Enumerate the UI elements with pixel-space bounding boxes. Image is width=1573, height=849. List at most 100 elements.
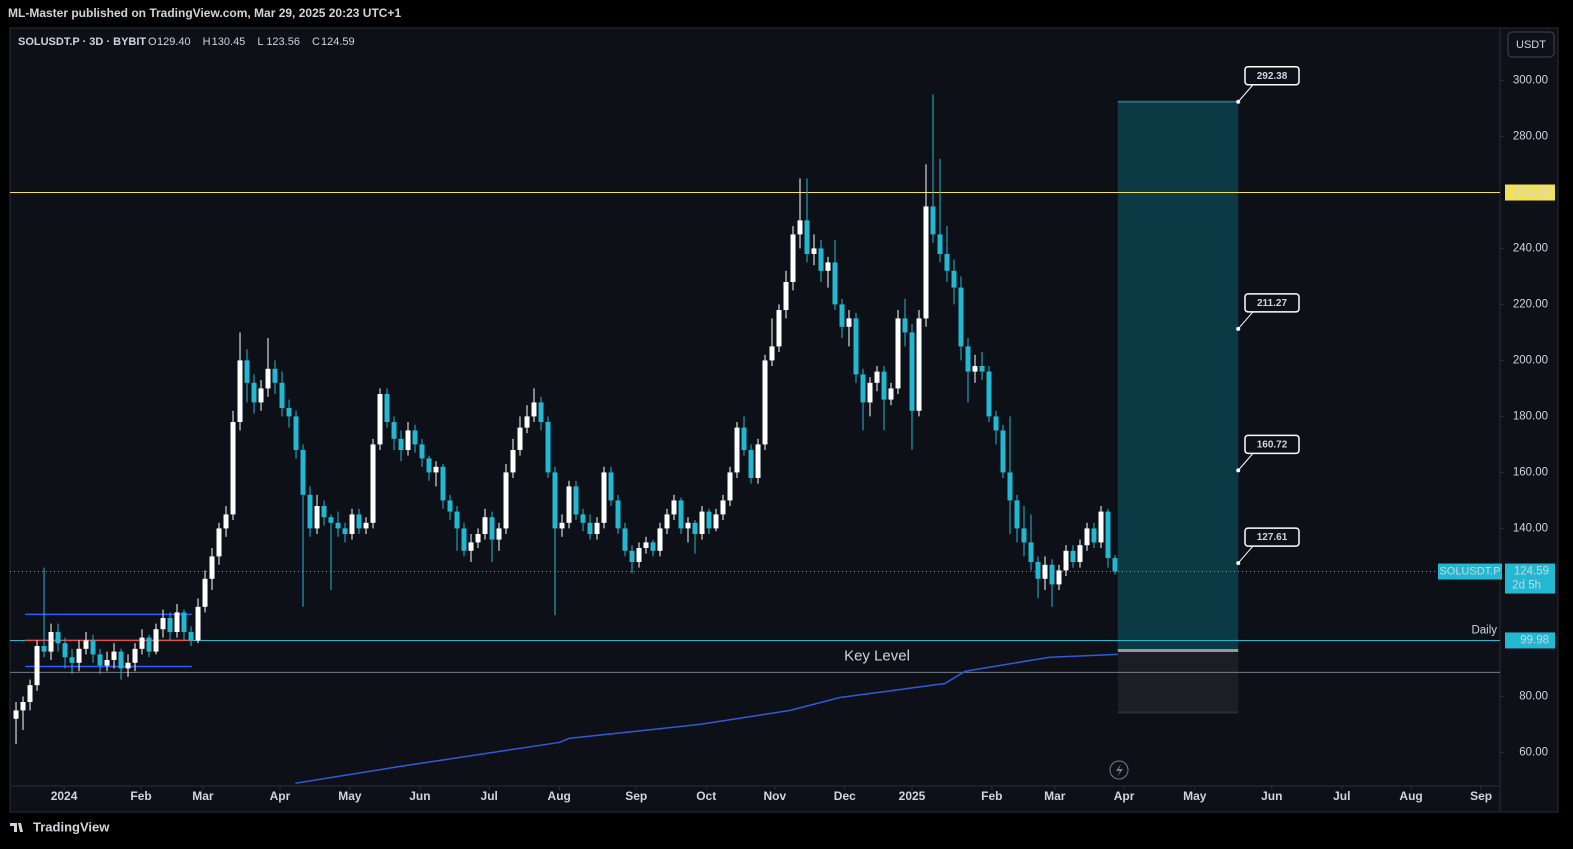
chart-panel — [9, 27, 1559, 813]
candle-body — [1084, 528, 1090, 546]
candle-body — [825, 262, 831, 271]
y-tick-label: 240.00 — [1513, 242, 1548, 254]
candle-body — [965, 346, 971, 372]
x-tick-label: Feb — [981, 789, 1002, 803]
candle-body — [937, 234, 943, 254]
symbol-tag-label: SOLUSDT.P — [1439, 565, 1500, 577]
candle-body — [349, 514, 355, 534]
candle-body — [867, 382, 873, 403]
candle-body — [244, 360, 250, 383]
candle-body — [853, 318, 859, 375]
candle-body — [615, 500, 621, 529]
candle-body — [734, 427, 740, 473]
candle-body — [587, 522, 593, 534]
target-callout — [1237, 311, 1254, 330]
candle-body — [580, 514, 586, 523]
current-price-badge — [1505, 563, 1555, 594]
ohlc-name: C — [312, 36, 320, 48]
candle-body — [629, 550, 635, 562]
candle-body — [1042, 564, 1048, 579]
ohlc-value: 130.45 — [212, 36, 246, 48]
candle-body — [293, 416, 299, 450]
candle-body — [139, 637, 145, 649]
level-badge — [1505, 632, 1555, 649]
candle-body — [433, 466, 439, 473]
candle-body — [1056, 570, 1062, 585]
candle-body — [671, 500, 677, 515]
symbol-tag — [1438, 563, 1502, 580]
candle-body — [1077, 545, 1083, 562]
level-badge-label: 99.98 — [1520, 634, 1549, 646]
currency-button[interactable] — [1507, 31, 1555, 58]
candle-body — [146, 637, 152, 652]
candle-body — [559, 522, 565, 529]
candle-body — [930, 206, 936, 235]
candle-body — [916, 318, 922, 411]
y-tick-label: 80.00 — [1519, 690, 1548, 702]
candle-body — [426, 458, 432, 473]
x-tick-label: Jul — [481, 789, 498, 803]
candle-body — [48, 632, 54, 652]
candle-body — [363, 522, 369, 529]
candle-body — [132, 648, 138, 663]
candle-body — [496, 528, 502, 540]
candle-body — [503, 472, 509, 529]
candle-body — [811, 248, 817, 254]
candle-body — [286, 408, 292, 417]
candle-body — [272, 368, 278, 383]
x-tick-label: Apr — [1114, 789, 1135, 803]
bolt-circle[interactable] — [1109, 760, 1129, 780]
candle-body — [888, 388, 894, 400]
current-price-label: 124.59 — [1514, 566, 1549, 578]
candle-body — [678, 500, 684, 529]
currency[interactable]: USDT — [1516, 39, 1546, 51]
bolt[interactable] — [1116, 764, 1123, 777]
candle-body — [398, 438, 404, 450]
candle-body — [755, 444, 761, 478]
published-note: ML-Master published on TradingView.com, … — [8, 6, 401, 20]
logo-mark — [10, 823, 23, 832]
target-point — [1236, 326, 1241, 331]
candle-body — [776, 310, 782, 347]
candle-body — [545, 422, 551, 473]
x-tick-label: Dec — [834, 789, 856, 803]
candle-body — [951, 270, 957, 288]
candle-body — [818, 248, 824, 271]
candle-body — [468, 542, 474, 551]
candle-body — [790, 234, 796, 282]
candle-body — [104, 660, 110, 666]
candle-body — [384, 394, 390, 422]
candle-body — [622, 528, 628, 551]
target-point — [1236, 468, 1241, 473]
x-tick-label: May — [338, 789, 362, 803]
candle-body — [307, 494, 313, 529]
candle-body — [167, 618, 173, 632]
target-label: 292.38 — [1257, 71, 1288, 82]
x-tick-label: Apr — [270, 789, 291, 803]
candle-body — [489, 517, 495, 540]
candle-body — [1049, 564, 1055, 585]
candle-body — [237, 360, 243, 422]
candle-body — [321, 506, 327, 518]
candle-body — [650, 542, 656, 551]
candle-body — [804, 220, 810, 254]
candle-body — [573, 486, 579, 515]
target-box — [1244, 293, 1300, 313]
level-badge-label: 259.96 — [1514, 187, 1549, 199]
candle-body — [664, 514, 670, 529]
candle-body — [979, 366, 985, 372]
candle-body — [741, 427, 747, 450]
candle-body — [223, 514, 229, 529]
candle-body — [475, 534, 481, 543]
candle-body — [482, 517, 488, 534]
candle-body — [636, 548, 642, 562]
y-tick-label: 300.00 — [1513, 74, 1548, 86]
bolt-icon[interactable] — [1109, 760, 1129, 780]
candle-body — [279, 382, 285, 408]
candle-body — [209, 556, 215, 579]
candle-body — [153, 629, 159, 652]
ohlc-name: O — [148, 36, 157, 48]
candle-body — [923, 206, 929, 319]
